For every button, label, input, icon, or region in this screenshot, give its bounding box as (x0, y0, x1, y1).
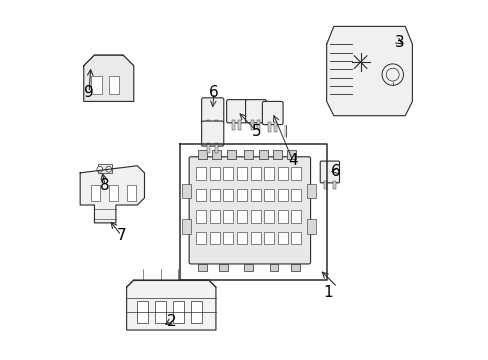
Bar (198, 264, 206, 271)
Polygon shape (80, 166, 144, 223)
FancyBboxPatch shape (245, 100, 266, 123)
Bar (198, 150, 206, 158)
Text: 9: 9 (84, 85, 94, 100)
Bar (244, 150, 253, 158)
Bar (250, 120, 253, 130)
Text: 3: 3 (394, 35, 404, 50)
Text: 8: 8 (100, 178, 110, 193)
Bar (250, 167, 260, 180)
Bar (306, 184, 315, 198)
Bar (196, 189, 206, 202)
Bar (190, 301, 201, 323)
Bar (264, 232, 274, 244)
Circle shape (106, 166, 111, 172)
Bar (231, 120, 234, 130)
Bar (291, 232, 301, 244)
Bar (291, 167, 301, 180)
FancyBboxPatch shape (201, 121, 224, 146)
Bar (196, 210, 206, 223)
Bar (250, 189, 260, 202)
Bar (108, 185, 118, 202)
Bar (306, 219, 315, 234)
Polygon shape (326, 26, 411, 116)
FancyBboxPatch shape (262, 102, 283, 125)
Bar (332, 181, 335, 189)
Bar (137, 301, 148, 323)
Bar (264, 210, 274, 223)
Bar (237, 167, 246, 180)
Polygon shape (126, 280, 216, 330)
Bar (264, 167, 274, 180)
Bar (277, 167, 287, 180)
Bar (91, 76, 102, 94)
Bar (182, 219, 190, 234)
Bar (226, 150, 235, 158)
Polygon shape (83, 55, 134, 102)
Bar (274, 122, 276, 132)
Bar (277, 210, 287, 223)
Bar (250, 210, 260, 223)
FancyBboxPatch shape (189, 157, 310, 264)
Bar (223, 189, 233, 202)
Bar (269, 264, 278, 271)
Bar (209, 232, 220, 244)
FancyBboxPatch shape (201, 98, 224, 123)
Bar (108, 76, 119, 94)
Bar (237, 232, 246, 244)
Bar (272, 150, 282, 158)
Bar (209, 189, 220, 202)
Circle shape (97, 166, 102, 172)
Bar (238, 120, 241, 130)
Bar (291, 210, 301, 223)
Text: 7: 7 (116, 228, 126, 243)
FancyBboxPatch shape (320, 161, 339, 183)
Bar (214, 120, 217, 130)
Bar (257, 120, 260, 130)
Text: 1: 1 (323, 285, 333, 300)
Bar (237, 210, 246, 223)
Bar (212, 150, 221, 158)
Bar (155, 301, 165, 323)
Bar (324, 181, 326, 189)
Bar (209, 210, 220, 223)
Bar (206, 120, 209, 130)
Bar (287, 150, 296, 158)
Bar (291, 189, 301, 202)
Bar (223, 210, 233, 223)
Bar (244, 264, 253, 271)
Bar (196, 167, 206, 180)
Bar (277, 189, 287, 202)
Bar (91, 185, 100, 202)
Bar (223, 232, 233, 244)
Bar (173, 301, 183, 323)
Bar (223, 167, 233, 180)
FancyBboxPatch shape (226, 100, 247, 123)
Bar (277, 232, 287, 244)
Text: 4: 4 (287, 153, 297, 168)
Text: 2: 2 (166, 314, 176, 329)
Text: 5: 5 (252, 124, 261, 139)
Bar (290, 264, 299, 271)
Bar (126, 185, 135, 202)
Bar (237, 189, 246, 202)
Bar (214, 143, 217, 153)
Bar (196, 232, 206, 244)
Bar (264, 189, 274, 202)
Text: 6: 6 (330, 163, 340, 179)
Bar (258, 150, 267, 158)
Bar (267, 122, 270, 132)
Bar (182, 184, 190, 198)
Text: 6: 6 (209, 85, 219, 100)
Bar (250, 232, 260, 244)
Bar (219, 264, 228, 271)
Bar (98, 164, 112, 173)
Bar (206, 143, 209, 153)
Bar (209, 167, 220, 180)
